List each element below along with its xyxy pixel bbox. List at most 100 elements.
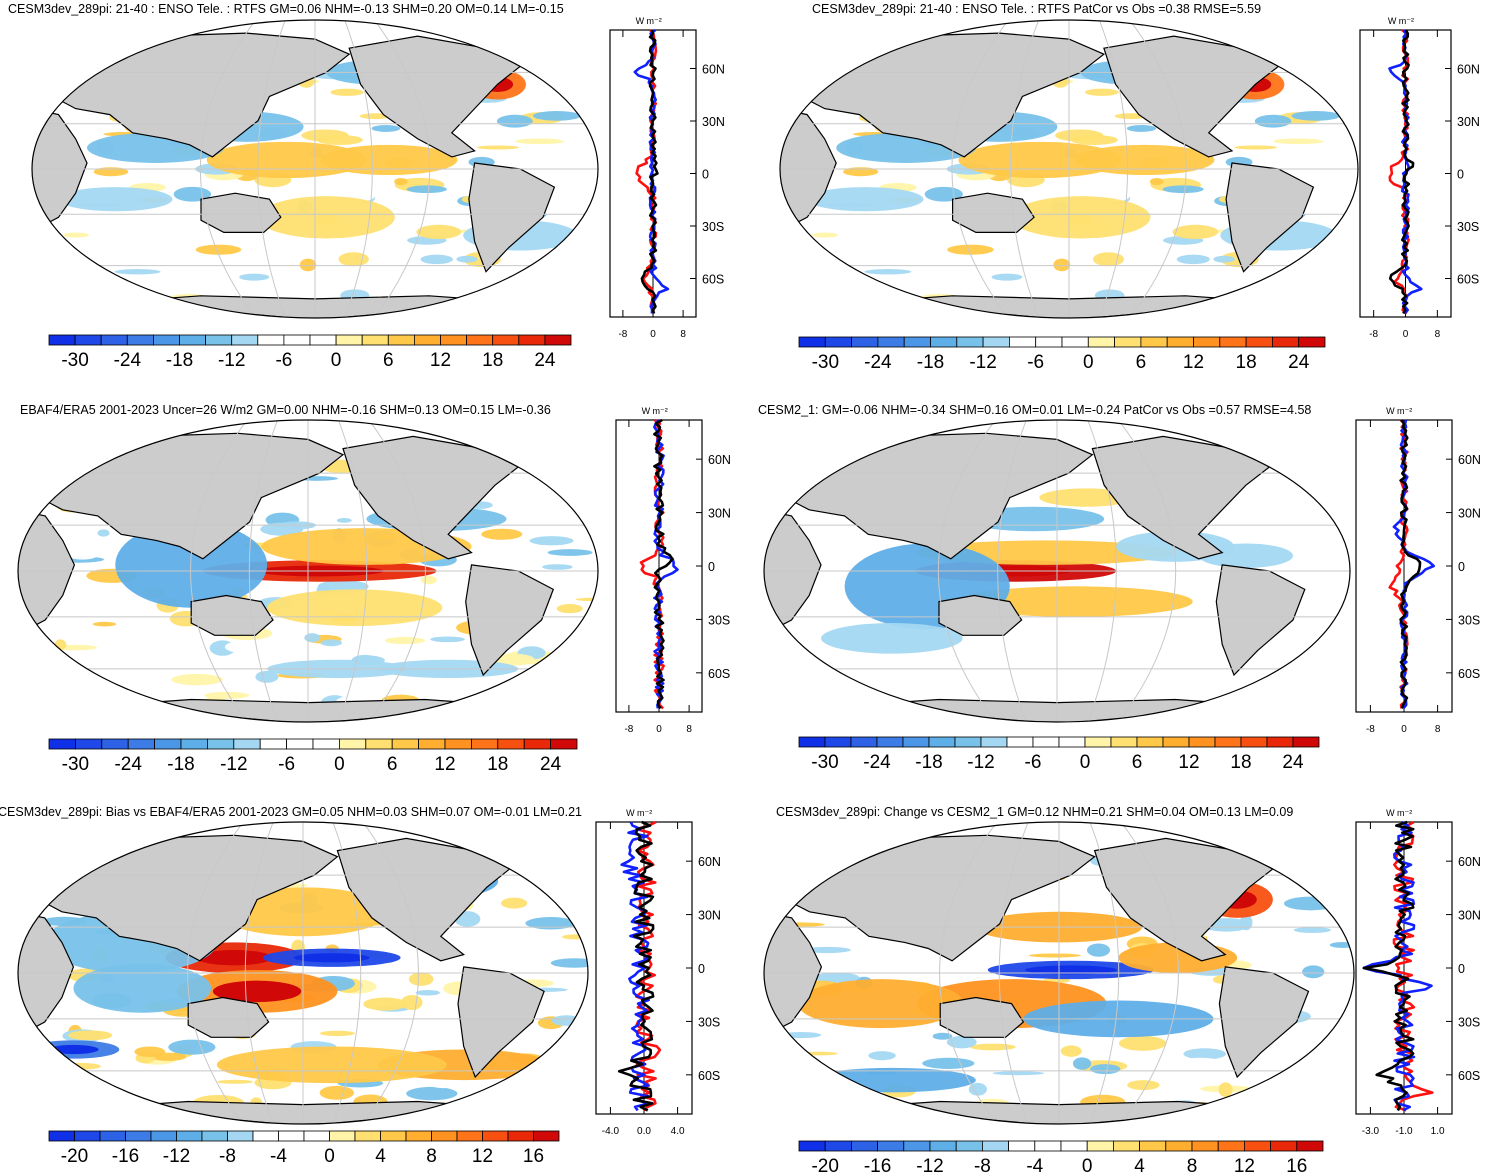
colorbar-box bbox=[153, 334, 180, 346]
continent-greenland bbox=[1268, 429, 1330, 468]
colorbar-box bbox=[523, 738, 552, 750]
field-patch bbox=[416, 224, 462, 240]
field-patch bbox=[1291, 110, 1341, 121]
colorbar-box bbox=[466, 334, 494, 346]
colorbar-box bbox=[1245, 336, 1273, 348]
field-patch bbox=[1297, 273, 1342, 279]
field-patch bbox=[576, 669, 598, 677]
field-patch bbox=[1070, 134, 1118, 145]
zonal-ytick-label: 60S bbox=[1458, 1069, 1480, 1083]
colorbar-box bbox=[1006, 736, 1034, 748]
colorbar-box bbox=[206, 738, 235, 750]
field-patch bbox=[764, 869, 779, 876]
colorbar-box bbox=[361, 334, 389, 346]
colorbar-box bbox=[497, 738, 525, 750]
field-patch bbox=[799, 1101, 816, 1107]
field-patch bbox=[1084, 88, 1119, 96]
colorbar-tick-label: -16 bbox=[112, 1146, 139, 1167]
zonal-ytick-label: 30N bbox=[1458, 909, 1481, 923]
colorbar-tick-label: -30 bbox=[62, 754, 89, 775]
field-patch bbox=[537, 452, 586, 464]
field-patch bbox=[1053, 258, 1071, 272]
field-patch bbox=[1317, 136, 1350, 142]
field-patch bbox=[70, 670, 108, 678]
field-patch bbox=[532, 110, 581, 121]
panel-4-colorbar: -30-24-18-12-60612182430 bbox=[798, 736, 1320, 773]
zonal-ytick-label: 0 bbox=[702, 168, 709, 182]
field-patch bbox=[258, 196, 395, 239]
field-patch bbox=[538, 273, 582, 279]
field-patch bbox=[1284, 896, 1338, 911]
colorbar-box bbox=[928, 736, 956, 748]
zonal-curve-000000 bbox=[1399, 419, 1422, 709]
colorbar-box bbox=[150, 1130, 177, 1142]
colorbar-tick-label: -6 bbox=[1025, 752, 1042, 773]
continent-samerica bbox=[465, 564, 555, 677]
zonal-xtick-label: 0.0 bbox=[637, 1126, 651, 1137]
field-patch bbox=[469, 700, 494, 712]
field-patch bbox=[115, 522, 268, 608]
field-patch bbox=[396, 215, 409, 221]
field-patch bbox=[494, 845, 519, 859]
colorbar-box bbox=[303, 1130, 330, 1142]
colorbar-box bbox=[1296, 1140, 1324, 1152]
field-patch bbox=[1072, 1057, 1092, 1070]
field-patch bbox=[408, 972, 434, 986]
continent-samerica bbox=[1218, 966, 1310, 1079]
panel-1-colorbar: -30-24-18-12-60612182430 bbox=[48, 334, 572, 371]
colorbar-box bbox=[877, 1140, 905, 1152]
panel-2-title: CESM3dev_289pi: 21-40 : ENSO Tele. : RTF… bbox=[812, 2, 1262, 16]
colorbar-box bbox=[955, 1140, 983, 1152]
field-patch bbox=[134, 1046, 166, 1058]
colorbar-tick-label: -24 bbox=[114, 754, 142, 775]
colorbar-tick-label: 24 bbox=[534, 350, 556, 371]
zonal-units-label: W m⁻² bbox=[1388, 16, 1414, 26]
zonal-curve-000000 bbox=[640, 29, 659, 314]
colorbar-box bbox=[227, 1130, 254, 1142]
colorbar-box bbox=[1140, 336, 1168, 348]
field-patch bbox=[1162, 185, 1204, 194]
zonal-xtick-label: 4.0 bbox=[671, 1126, 685, 1137]
graticule-lon bbox=[248, 420, 279, 722]
graticule-lon bbox=[344, 20, 373, 318]
colorbar-tick-label: -12 bbox=[220, 754, 247, 775]
colorbar-tick-label: -4 bbox=[270, 1146, 287, 1167]
field-patch bbox=[1012, 243, 1044, 260]
graticule-lon bbox=[337, 420, 368, 722]
colorbar-box bbox=[231, 334, 259, 346]
colorbar-tick-label: -20 bbox=[61, 1146, 88, 1167]
colorbar-box bbox=[1219, 336, 1247, 348]
field-patch bbox=[558, 136, 590, 142]
zonal-ytick-label: 30N bbox=[1458, 507, 1481, 521]
colorbar-box bbox=[1214, 736, 1242, 748]
colorbar-tick-label: -18 bbox=[166, 350, 193, 371]
zonal-units-label: W m⁻² bbox=[626, 808, 652, 818]
colorbar-box bbox=[877, 336, 905, 348]
field-patch bbox=[384, 636, 426, 645]
zonal-ytick-label: 0 bbox=[698, 962, 705, 976]
colorbar-tick-label: -30 bbox=[811, 752, 838, 773]
continent-greenland bbox=[1272, 831, 1334, 870]
field-patch bbox=[168, 1039, 216, 1055]
colorbar-box bbox=[48, 334, 76, 346]
graticule-lon bbox=[1087, 420, 1117, 722]
field-patch bbox=[1074, 144, 1215, 176]
field-patch bbox=[543, 71, 584, 82]
panel-6-zonal-mean: W m⁻² -3.0 -1.0 1.0 60N 30N 0 30S 60S bbox=[1355, 808, 1481, 1137]
graticule-lon bbox=[1009, 20, 1040, 318]
graticule-lon bbox=[332, 822, 362, 1124]
field-patch bbox=[260, 243, 290, 260]
field-patch bbox=[1177, 1057, 1223, 1068]
continent-samerica bbox=[457, 966, 545, 1079]
field-patch bbox=[884, 1041, 929, 1053]
field-patch bbox=[67, 550, 98, 560]
field-patch bbox=[514, 138, 565, 145]
colorbar-box bbox=[1188, 736, 1216, 748]
field-patch bbox=[771, 1063, 786, 1080]
field-patch bbox=[415, 989, 440, 996]
field-patch bbox=[1183, 1048, 1227, 1060]
field-patch bbox=[32, 63, 72, 70]
field-patch bbox=[551, 659, 598, 669]
colorbar-box bbox=[903, 1140, 931, 1152]
colorbar-box bbox=[1165, 1140, 1193, 1152]
